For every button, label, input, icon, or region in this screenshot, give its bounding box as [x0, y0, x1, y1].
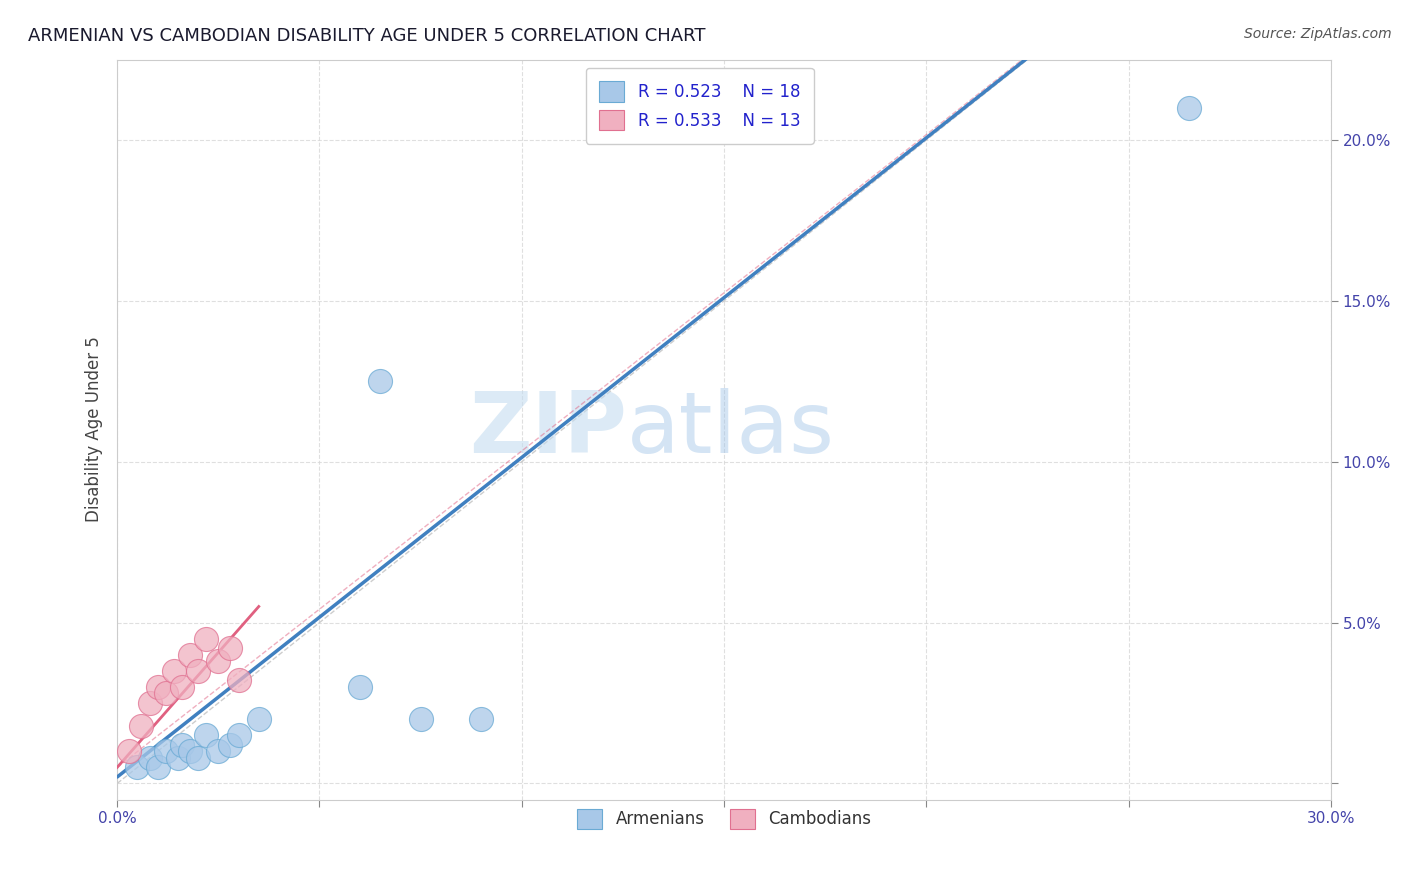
- Point: [207, 744, 229, 758]
- Point: [207, 654, 229, 668]
- Point: [409, 712, 432, 726]
- Point: [195, 728, 218, 742]
- Point: [187, 664, 209, 678]
- Point: [179, 744, 201, 758]
- Point: [146, 680, 169, 694]
- Point: [155, 744, 177, 758]
- Legend: Armenians, Cambodians: Armenians, Cambodians: [571, 802, 877, 836]
- Point: [167, 750, 190, 764]
- Point: [219, 641, 242, 656]
- Text: atlas: atlas: [627, 388, 835, 471]
- Point: [368, 374, 391, 388]
- Point: [131, 718, 153, 732]
- Point: [170, 680, 193, 694]
- Point: [179, 648, 201, 662]
- Point: [127, 760, 149, 774]
- Point: [187, 750, 209, 764]
- Point: [1178, 101, 1201, 115]
- Point: [470, 712, 492, 726]
- Point: [163, 664, 186, 678]
- Point: [228, 673, 250, 688]
- Point: [219, 738, 242, 752]
- Point: [170, 738, 193, 752]
- Point: [118, 744, 141, 758]
- Text: ARMENIAN VS CAMBODIAN DISABILITY AGE UNDER 5 CORRELATION CHART: ARMENIAN VS CAMBODIAN DISABILITY AGE UND…: [28, 27, 706, 45]
- Point: [195, 632, 218, 646]
- Point: [247, 712, 270, 726]
- Point: [138, 696, 160, 710]
- Point: [146, 760, 169, 774]
- Point: [228, 728, 250, 742]
- Text: ZIP: ZIP: [470, 388, 627, 471]
- Point: [349, 680, 371, 694]
- Point: [155, 686, 177, 700]
- Y-axis label: Disability Age Under 5: Disability Age Under 5: [86, 336, 103, 523]
- Text: Source: ZipAtlas.com: Source: ZipAtlas.com: [1244, 27, 1392, 41]
- Point: [138, 750, 160, 764]
